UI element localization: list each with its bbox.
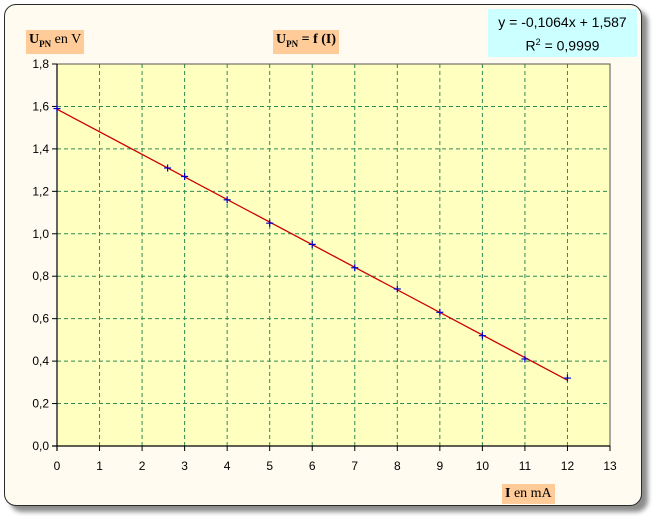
data-point: [164, 164, 172, 172]
r-squared: R2 = 0,9999: [525, 37, 600, 54]
y-tick-label: 1,4: [32, 142, 49, 156]
axes: [52, 63, 611, 451]
y-tick-label: 0,8: [32, 269, 49, 283]
tick-labels: 0 1 2 3 4 5 6 7 8 9 10 11 12 130,00,20,40,60,81,01,21…: [32, 57, 617, 473]
trendline-equation-box: y = -0,1064x + 1,587 R2 = 0,9999: [488, 9, 637, 57]
x-tick-label: 0: [54, 459, 61, 473]
data-point: [521, 355, 529, 363]
y-tick-label: 1,2: [32, 184, 49, 198]
data-point: [563, 374, 571, 382]
y-axis-label: UPN en V: [26, 30, 85, 54]
x-tick-label: 11: [519, 459, 532, 473]
x-tick-label: 12: [561, 459, 575, 473]
x-tick-label: 4: [224, 459, 231, 473]
x-tick-label: 10: [476, 459, 490, 473]
grid: [56, 63, 611, 447]
x-tick-label: 13: [603, 459, 617, 473]
data-points: [53, 105, 571, 382]
y-tick-label: 0,4: [32, 354, 49, 368]
data-point: [181, 172, 189, 180]
y-tick-label: 0,0: [32, 439, 49, 453]
trendline-equation: y = -0,1064x + 1,587: [498, 14, 627, 30]
data-point: [393, 285, 401, 293]
data-point: [308, 240, 316, 248]
data-point: [351, 264, 359, 272]
plot-area: [57, 64, 610, 446]
y-tick-label: 1,0: [32, 227, 49, 241]
x-tick-label: 2: [139, 459, 146, 473]
data-point: [478, 332, 486, 340]
x-tick-label: 3: [181, 459, 188, 473]
x-tick-label: 9: [437, 459, 444, 473]
x-tick-label: 5: [266, 459, 273, 473]
x-tick-label: 7: [351, 459, 358, 473]
x-tick-label: 6: [309, 459, 316, 473]
y-tick-label: 1,6: [32, 99, 49, 113]
x-tick-label: 1: [96, 459, 103, 473]
y-tick-label: 0,2: [32, 397, 49, 411]
data-point: [436, 308, 444, 316]
y-tick-label: 0,6: [32, 312, 49, 326]
chart-title: UPN = f (I): [273, 30, 340, 54]
x-tick-label: 8: [394, 459, 401, 473]
data-point: [53, 105, 61, 113]
y-tick-label: 1,8: [32, 57, 49, 71]
x-axis-label: I en mA: [502, 484, 555, 504]
data-point: [223, 196, 231, 204]
data-point: [266, 219, 274, 227]
